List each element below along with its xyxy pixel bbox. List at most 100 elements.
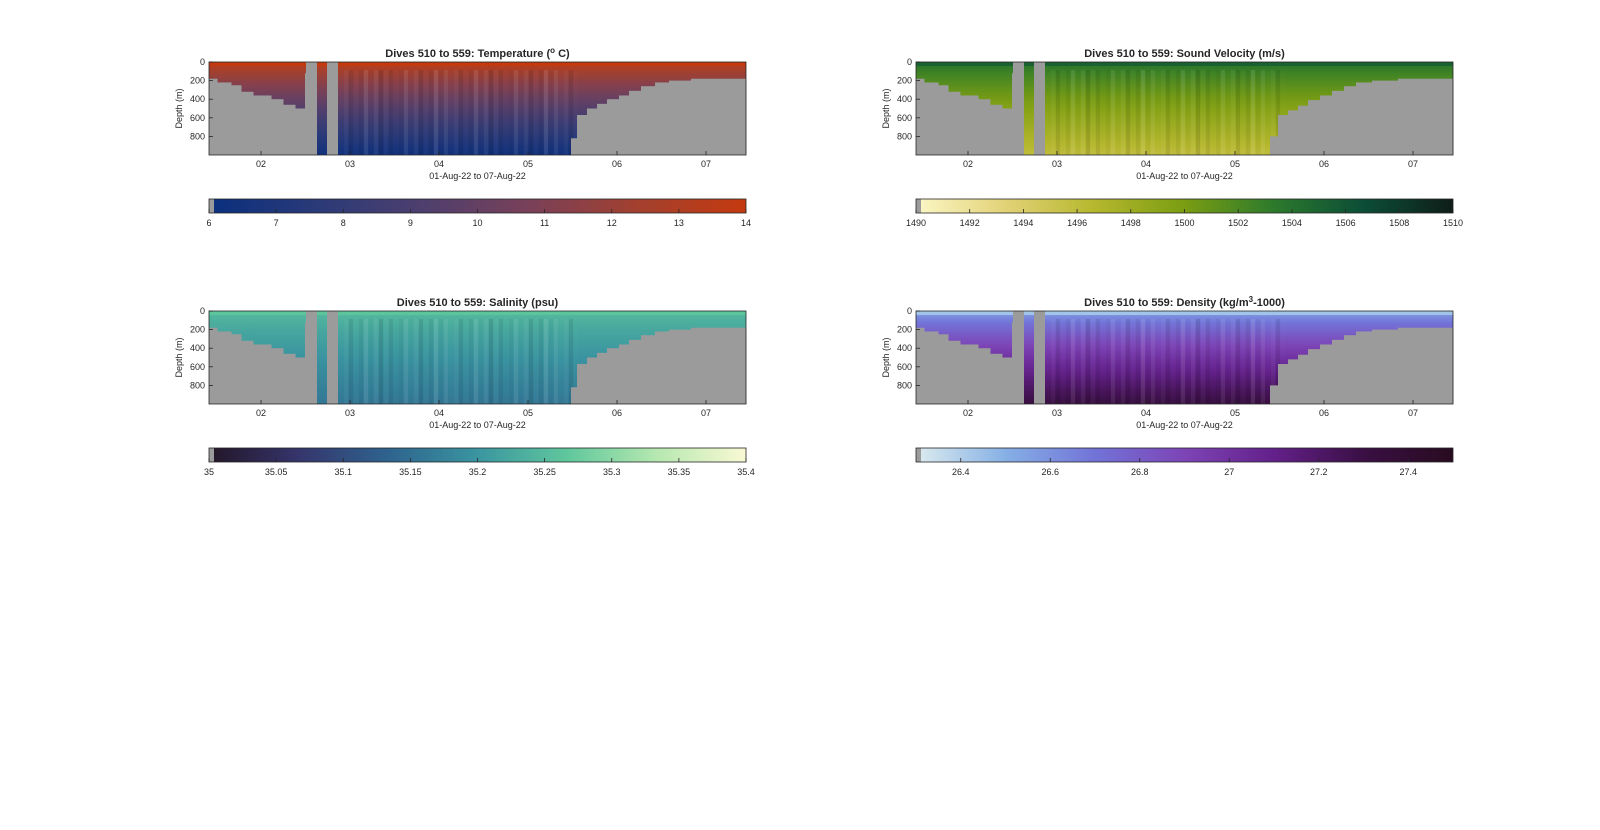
seabed-mask [1398, 78, 1453, 155]
data-streak [1206, 70, 1210, 155]
y-tick-label: 600 [190, 362, 205, 372]
data-streak [354, 319, 358, 404]
colorbar: 35 35.05 35.1 35.15 35.2 35.25 35.3 35.35 35.4 [204, 447, 755, 477]
data-streak [1091, 319, 1095, 404]
colorbar-tick-label: 10 [472, 218, 482, 228]
data-streak [1226, 70, 1230, 155]
data-streak [469, 319, 473, 404]
data-streak [1226, 319, 1230, 404]
panel-1: Dives 510 to 559: Temperature (o C)02004… [174, 46, 751, 228]
seabed-mask [924, 82, 939, 155]
x-tick-label: 06 [1319, 159, 1329, 169]
data-streak [569, 70, 573, 155]
panel-title: Dives 510 to 559: Density (kg/m3-1000) [1084, 295, 1285, 309]
seabed-mask [597, 352, 608, 404]
data-streak [1236, 319, 1240, 404]
data-streak [424, 70, 428, 155]
seabed-mask [587, 108, 598, 155]
x-tick-label: 07 [701, 159, 711, 169]
data-streak [1091, 70, 1095, 155]
seabed-mask [1308, 100, 1321, 155]
data-streak [534, 319, 538, 404]
y-tick-label: 800 [190, 131, 205, 141]
colorbar-frame [915, 447, 1454, 463]
seabed-mask [231, 85, 242, 155]
data-streak [349, 70, 353, 155]
data-streak [514, 70, 518, 155]
y-axis-label: Depth (m) [174, 88, 184, 128]
data-streak [564, 319, 568, 404]
data-streak [1071, 319, 1075, 404]
data-streak [1276, 70, 1280, 155]
data-streak [549, 70, 553, 155]
seabed-mask [960, 344, 979, 404]
seabed-mask [1298, 105, 1309, 155]
data-streak [1246, 319, 1250, 404]
colorbar-tick-label: 26.6 [1041, 467, 1059, 477]
colorbar: 26.4 26.6 26.8 27 27.2 27.4 [915, 447, 1454, 477]
data-streak [1076, 319, 1080, 404]
seabed-mask [1398, 327, 1453, 404]
data-streak [344, 70, 348, 155]
data-streak [1186, 319, 1190, 404]
data-streak [1231, 319, 1235, 404]
data-streak [1191, 70, 1195, 155]
data-streak [1171, 319, 1175, 404]
x-tick-label: 06 [612, 159, 622, 169]
data-streak [469, 70, 473, 155]
data-streak [459, 70, 463, 155]
colorbar-tick-label: 1500 [1174, 218, 1194, 228]
data-streak [1176, 319, 1180, 404]
data-streak [364, 70, 368, 155]
seabed-mask [241, 91, 254, 155]
missing-data-column [1013, 62, 1024, 155]
missing-data-column [327, 62, 338, 155]
axes-box [915, 61, 1454, 156]
colorbar-nodata-swatch [916, 199, 921, 213]
colorbar-tick-label: 7 [274, 218, 279, 228]
seabed-mask [571, 387, 578, 404]
data-streak [399, 70, 403, 155]
y-axis-label: Depth (m) [174, 337, 184, 377]
data-streak [1221, 319, 1225, 404]
seabed-mask [1320, 344, 1333, 404]
x-tick-label: 06 [1319, 408, 1329, 418]
data-streak [1056, 70, 1060, 155]
missing-data-column [327, 311, 338, 404]
data-streak [524, 319, 528, 404]
missing-data-column [306, 311, 317, 404]
colorbar-tick-label: 35.1 [334, 467, 352, 477]
seabed-mask [948, 91, 961, 155]
data-streak [1116, 70, 1120, 155]
data-streak [529, 70, 533, 155]
seabed-mask [1270, 136, 1279, 155]
data-streak [1231, 70, 1235, 155]
y-tick-label: 200 [897, 325, 912, 335]
data-streak [544, 319, 548, 404]
data-streak [489, 70, 493, 155]
data-streak [419, 70, 423, 155]
y-axis-label: Depth (m) [881, 337, 891, 377]
colorbar-nodata-swatch [209, 199, 214, 213]
x-axis-label: 01-Aug-22 to 07-Aug-22 [429, 171, 526, 181]
colorbar-tick-label: 26.8 [1131, 467, 1149, 477]
seabed-mask [253, 344, 272, 404]
x-tick-label: 05 [1230, 159, 1240, 169]
y-tick-label: 400 [190, 94, 205, 104]
data-streak [1271, 70, 1275, 155]
seabed-mask [938, 85, 949, 155]
data-streak [554, 319, 558, 404]
surface-layer [916, 62, 1453, 66]
data-streak [1191, 319, 1195, 404]
seabed-mask [978, 348, 991, 404]
seabed-mask [1002, 108, 1013, 155]
seabed-mask [1344, 86, 1357, 155]
panel-3: Dives 510 to 559: Salinity (psu) 0 200 400 6… [174, 297, 755, 477]
data-streak [474, 319, 478, 404]
data-streak [1136, 319, 1140, 404]
surface-layer [916, 311, 1453, 315]
panel-4: Dives 510 to 559: Density (kg/m3-1000)02… [881, 295, 1454, 477]
data-streak [514, 319, 518, 404]
y-tick-label: 800 [897, 380, 912, 390]
seabed-mask [990, 353, 1003, 404]
